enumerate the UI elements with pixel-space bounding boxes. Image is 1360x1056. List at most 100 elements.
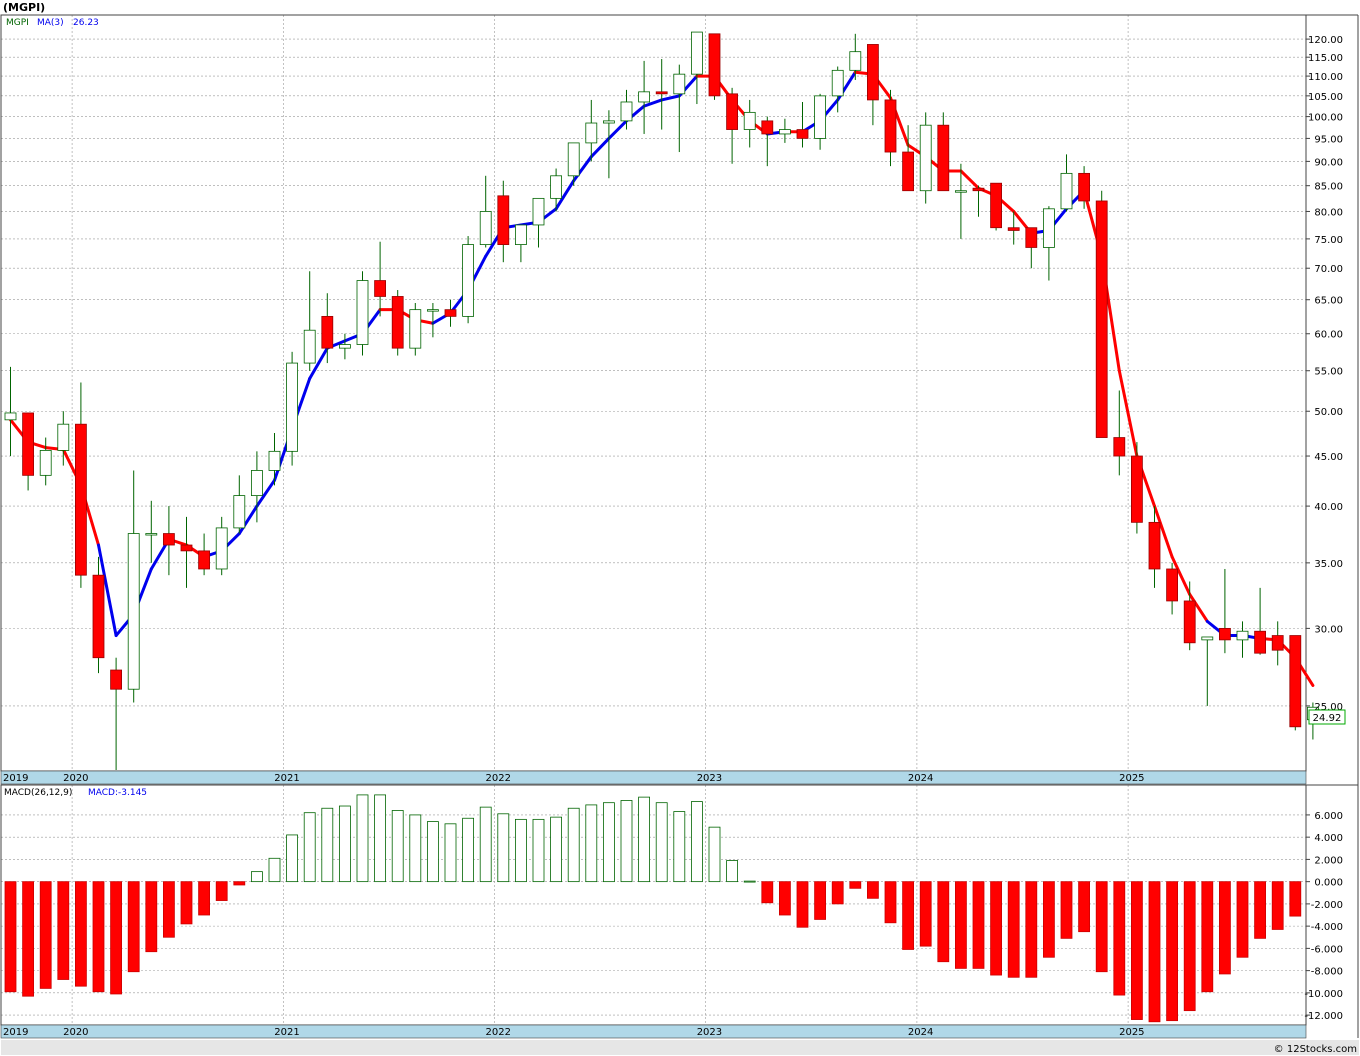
candle-body [1007,227,1020,231]
candle-body [796,129,809,139]
candle [215,516,228,576]
macd-bar [655,802,668,883]
candle-body [162,533,175,546]
macd-bar [867,881,879,899]
price-x-tick-label: 2019 [3,773,28,784]
macd-bar [1254,881,1266,939]
macd-x-tick-label: 2019 [3,1027,28,1038]
candle-body [1254,630,1266,654]
price-y-tick-label: 120.00 [1308,35,1343,46]
macd-bar [409,814,422,883]
price-y-tick-label: 110.00 [1308,72,1343,83]
price-y-tick-label: 55.00 [1314,367,1343,378]
price-y-tick-label: 85.00 [1314,182,1343,193]
candle-body [110,669,122,690]
price-y-tick-label: 40.00 [1314,502,1343,513]
macd-bar [57,881,70,980]
candle-body [92,574,105,659]
candle-body [1271,635,1284,651]
ma-segment [554,179,576,211]
macd-bar [1078,881,1090,933]
price-y-tick-label: 35.00 [1314,559,1343,570]
candle [743,99,756,148]
candle [321,293,334,364]
macd-bar [250,871,263,883]
macd-bar [321,807,334,883]
candle-body [620,101,633,122]
macd-bar [585,804,598,883]
macd-y-tick-label: -6.000 [1311,944,1343,955]
candle-body [726,93,738,130]
candle [57,411,70,466]
price-y-tick-label: 30.00 [1314,624,1343,635]
ma-segment [642,98,664,108]
candle [550,168,562,212]
candle-body [919,124,932,192]
macd-bar [902,881,914,950]
macd-bar [1043,881,1055,958]
macd-bar [1166,881,1178,1022]
macd-y-tick-label: -8.000 [1311,967,1343,978]
macd-bar [691,801,703,883]
candle [39,437,52,486]
macd-y-tick-label: -12.000 [1304,1011,1343,1022]
macd-bar [673,811,686,883]
candle [1271,621,1284,666]
candle-body [1113,437,1126,457]
macd-bars [4,794,1302,1023]
ma-segment [308,346,329,381]
candle-body [532,197,545,226]
macd-bar [374,794,387,883]
price-x-tick-label: 2025 [1119,773,1144,784]
price-y-tick-label: 80.00 [1314,207,1343,218]
macd-bar [22,881,35,997]
macd-bar [426,821,439,883]
price-y-tick-label: 60.00 [1314,330,1343,341]
candle-body [603,120,615,124]
candle [391,290,404,356]
macd-bar [620,800,633,883]
candle-body [1025,227,1038,248]
candle-body [4,412,17,421]
macd-y-tick-label: 4.000 [1314,833,1343,844]
macd-y-tick-label: -2.000 [1311,900,1343,911]
macd-bar [796,881,809,928]
macd-x-tick-label: 2024 [908,1027,933,1038]
macd-bar [1025,881,1038,978]
candle-body [39,450,52,476]
candle [831,66,844,113]
candle-body [761,120,774,135]
candle [1113,390,1126,476]
macd-bar [726,860,738,883]
macd-bar [1271,881,1284,930]
candle [655,59,668,130]
candle-body [479,211,492,245]
candle [1201,636,1214,706]
candle-body [426,309,439,312]
candle [303,271,316,371]
candle-body [515,224,527,245]
candle-body [127,533,140,690]
candle-body [250,470,263,497]
macd-bar [303,812,316,883]
candles [4,31,1319,770]
candle-body [233,495,246,529]
candle-body [567,142,580,177]
candle-body [1236,630,1249,641]
price-y-tick-label: 100.00 [1308,113,1343,124]
candle-body [990,182,1002,229]
macd-bar [779,881,791,916]
candle-body [1078,172,1090,202]
ma-segment [237,504,259,536]
candle-body [462,244,475,317]
macd-bar [1219,881,1231,975]
candle [127,470,140,703]
candle-body [1166,568,1178,602]
candle-body [215,527,228,570]
macd-y-tick-label: -10.000 [1304,989,1343,1000]
macd-bar [708,826,721,883]
macd-bar [198,881,211,916]
candle-body [1201,636,1214,641]
macd-bar [338,805,351,883]
